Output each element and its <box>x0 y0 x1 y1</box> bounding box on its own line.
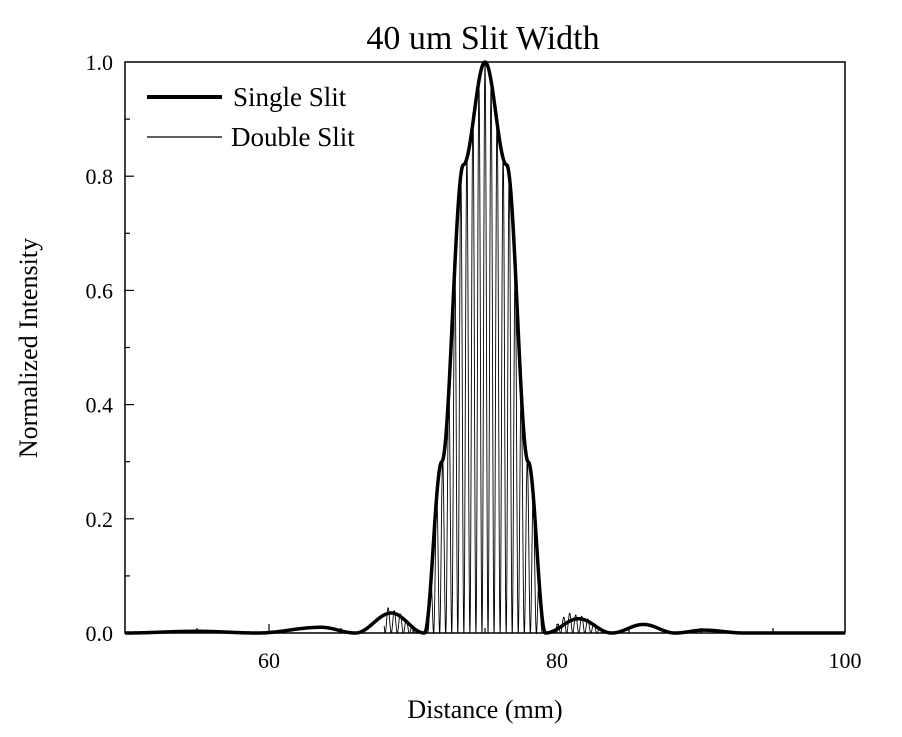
y-tick-label: 0.8 <box>86 164 114 189</box>
axis-ticks: 60 80 100 0.0 0.2 0.4 0.6 0.8 1.0 <box>86 50 862 673</box>
y-tick-label: 0.6 <box>86 278 114 303</box>
legend-label-single-slit: Single Slit <box>233 82 347 112</box>
legend: Single Slit Double Slit <box>147 82 355 152</box>
y-tick-label: 0.4 <box>86 393 114 418</box>
series-double-slit-line <box>383 61 612 635</box>
y-tick-label: 0.2 <box>86 507 114 532</box>
x-tick-label: 80 <box>546 648 568 673</box>
x-tick-label: 100 <box>829 648 862 673</box>
y-tick-label: 0.0 <box>86 621 114 646</box>
legend-label-double-slit: Double Slit <box>231 122 355 152</box>
y-axis-label: Normalized Intensity <box>14 238 43 458</box>
x-tick-label: 60 <box>258 648 280 673</box>
x-axis-label: Distance (mm) <box>407 695 562 724</box>
y-tick-label: 1.0 <box>86 50 114 75</box>
chart-title: 40 um Slit Width <box>366 20 599 57</box>
